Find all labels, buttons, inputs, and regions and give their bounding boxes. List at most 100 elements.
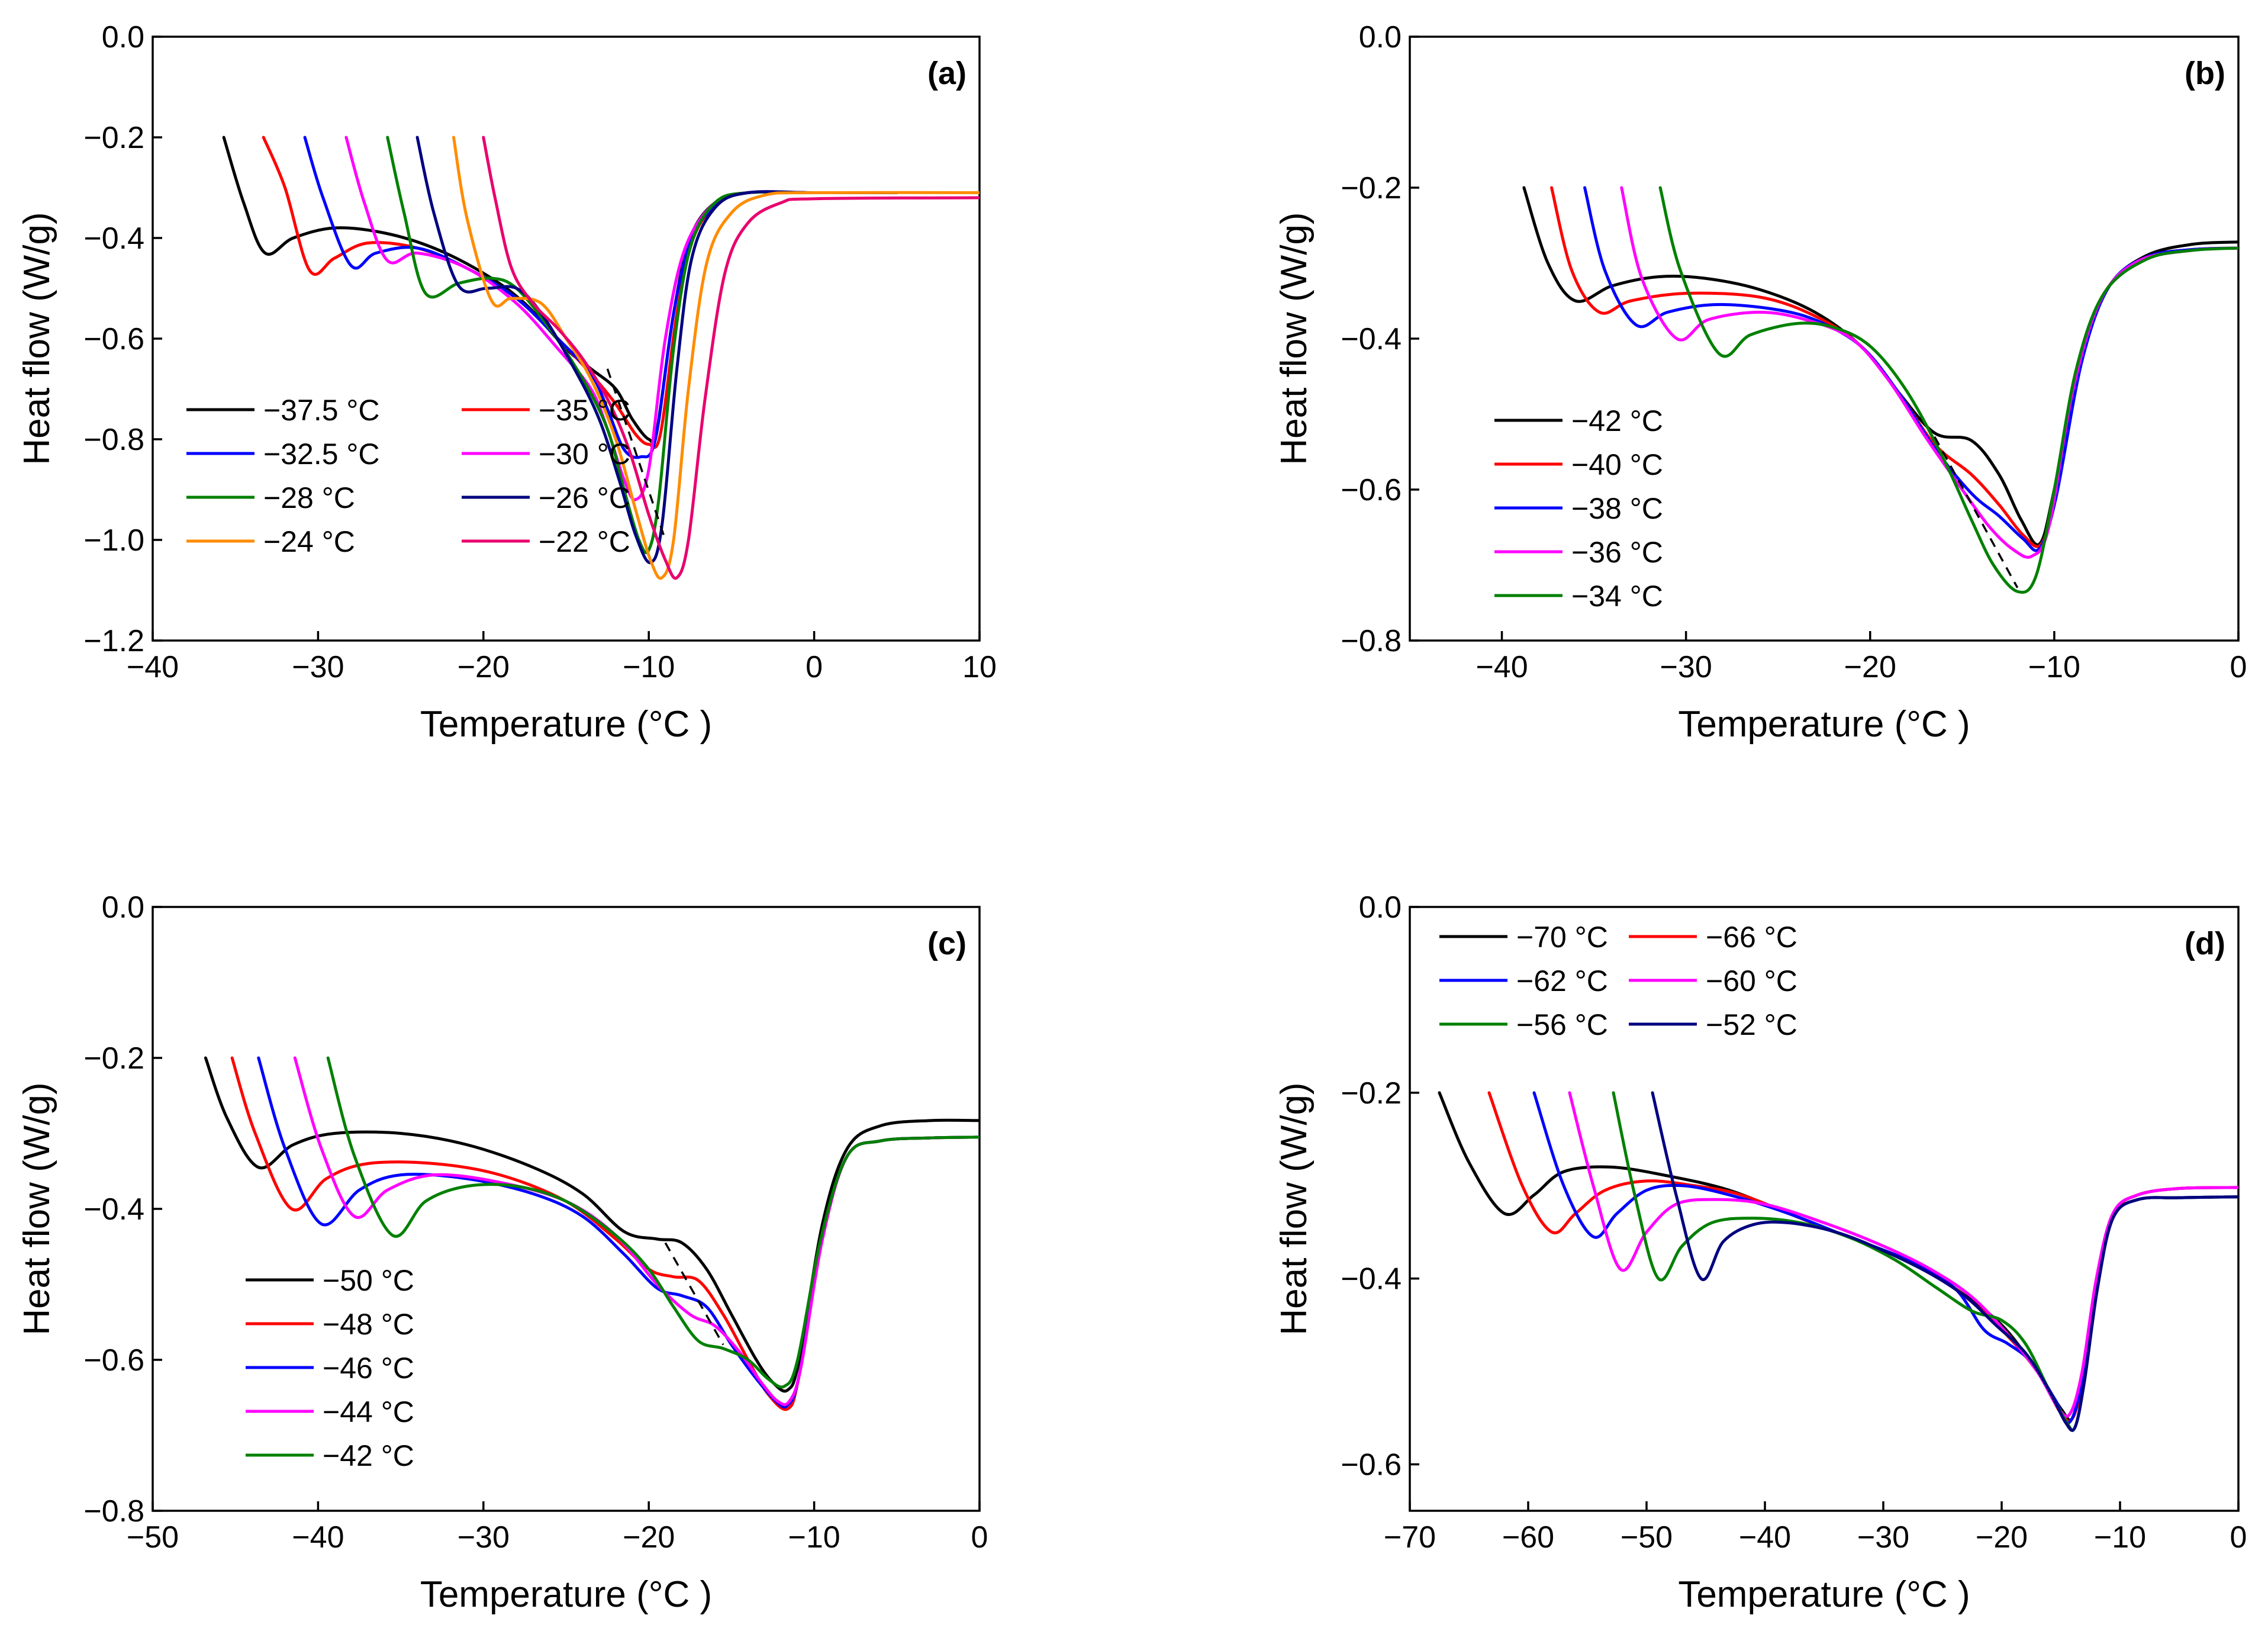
y-tick-label: −0.6 [1341,1448,1402,1482]
plot-frame [1409,906,2240,1512]
y-tick-label: −0.2 [83,1041,144,1076]
x-axis-title: Temperature (°C ) [1678,704,1970,745]
legend-label: −50 °C [323,1264,414,1297]
legend-label: −62 °C [1516,964,1608,998]
x-tick-label: 0 [2230,650,2247,684]
y-tick-label: 0.0 [102,20,144,54]
series-line [1532,1091,2238,1424]
x-tick-label: −30 [292,650,344,684]
legend-label: −35 °C [539,394,630,427]
y-tick-label: −0.2 [1341,1076,1402,1111]
x-tick-label: −60 [1502,1520,1554,1555]
y-tick-label: −0.4 [1341,322,1402,356]
legend-label: −34 °C [1571,580,1663,613]
x-tick-label: −40 [1476,650,1528,684]
panel-label: (b) [2185,56,2225,91]
series-line [1438,1091,2238,1422]
series-line [386,136,898,555]
y-tick-label: −0.4 [1341,1262,1402,1296]
legend-label: −36 °C [1571,536,1663,569]
y-tick-label: −0.4 [83,1192,144,1227]
panel-c: −50 −40 −30 −20 −10 0 −0.8 −0.6 −0.4 −0.2 0.0 Tempe… [17,890,988,1615]
series-line [415,136,898,564]
y-tick-label: −0.4 [83,221,144,256]
legend-label: −42 °C [323,1439,414,1472]
x-tick-label: −10 [623,650,675,684]
x-tick-label: 0 [2230,1520,2247,1555]
panel-label: (d) [2185,926,2225,961]
legend-label: −66 °C [1706,921,1797,954]
legend-label: −40 °C [1571,448,1663,481]
series-group [222,136,980,580]
x-tick-label: 10 [962,650,997,684]
x-tick-label: −20 [623,1520,675,1555]
series-group [1438,1091,2238,1432]
y-axis-title: Heat flow (W/g) [1274,212,1315,465]
y-axis-title: Heat flow (W/g) [1274,1082,1315,1335]
legend-label: −22 °C [539,525,630,558]
legend-label: −42 °C [1571,404,1663,437]
panel-label: (a) [927,56,967,91]
y-tick-label: −0.2 [1341,171,1402,205]
x-tick-label: −40 [127,650,179,684]
series-group [1522,186,2238,594]
y-tick-label: −0.6 [83,1343,144,1378]
y-tick-label: −1.0 [83,523,144,558]
series-group [204,1056,980,1411]
legend-label: −46 °C [323,1352,414,1385]
panel-d: −70 −60 −50 −40 −30 −20 −10 0 −0.6 −0.4 −0.2 0.0 Tem… [1274,890,2247,1615]
series-line [326,1056,980,1389]
y-axis-title: Heat flow (W/g) [17,212,57,465]
x-tick-label: −40 [1739,1520,1791,1555]
plot-frame [1409,36,2240,642]
x-tick-label: 0 [806,650,823,684]
legend-label: −37.5 °C [263,394,380,427]
y-tick-label: −0.6 [1341,473,1402,507]
panel-label: (c) [927,926,967,961]
series-line [452,136,980,580]
legend: −70 °C −66 °C −62 °C −60 °C −56 °C −52 °C [1439,921,1797,1041]
x-tick-label: −30 [1660,650,1712,684]
legend-label: −56 °C [1516,1008,1608,1041]
x-axis-title: Temperature (°C ) [420,704,712,745]
panel-a: −40 −30 −20 −10 0 10 −1.2 −1.0 −0.8 −0.6 −0.4 −0.2 0… [17,20,997,745]
y-tick-label: 0.0 [1359,20,1402,54]
series-line [1568,1091,2238,1418]
series-line [1651,1091,2238,1432]
x-tick-label: −50 [1621,1520,1673,1555]
legend: −37.5 °C −35 °C −32.5 °C −30 °C −28 °C −26 °C… [186,394,630,558]
legend-label: −44 °C [323,1395,414,1428]
legend-label: −52 °C [1706,1008,1797,1041]
legend-label: −30 °C [539,437,630,471]
series-line [1612,1091,2238,1432]
dashed-guide-line [664,1242,724,1346]
y-tick-label: 0.0 [102,890,144,925]
x-tick-label: −10 [788,1520,840,1555]
legend: −50 °C −48 °C −46 °C −44 °C −42 °C [246,1264,414,1472]
series-line [1658,186,2238,594]
x-tick-label: −20 [1976,1520,2028,1555]
y-axis-title: Heat flow (W/g) [17,1082,57,1335]
x-tick-label: −40 [292,1520,344,1555]
plot-frame [152,906,981,1512]
panel-b: −40 −30 −20 −10 0 −0.8 −0.6 −0.4 −0.2 0.0 Temperat… [1274,20,2247,745]
y-tick-label: −1.2 [83,624,144,658]
legend-label: −32.5 °C [263,437,380,471]
x-axis-title: Temperature (°C ) [1678,1574,1970,1615]
y-tick-label: 0.0 [1359,890,1402,925]
legend-label: −26 °C [539,481,630,514]
y-tick-label: −0.8 [83,423,144,457]
legend-label: −60 °C [1706,964,1797,998]
x-tick-label: −20 [1844,650,1896,684]
legend-label: −70 °C [1516,921,1608,954]
series-line [204,1056,980,1393]
dashed-guide-line [606,368,666,540]
series-line [1620,186,2238,559]
x-tick-label: −70 [1384,1520,1436,1555]
x-tick-label: 0 [971,1520,988,1555]
x-tick-label: −20 [458,650,510,684]
x-tick-label: −10 [2028,650,2080,684]
dashed-guide-line [1934,436,2019,588]
series-line [1583,186,2238,552]
